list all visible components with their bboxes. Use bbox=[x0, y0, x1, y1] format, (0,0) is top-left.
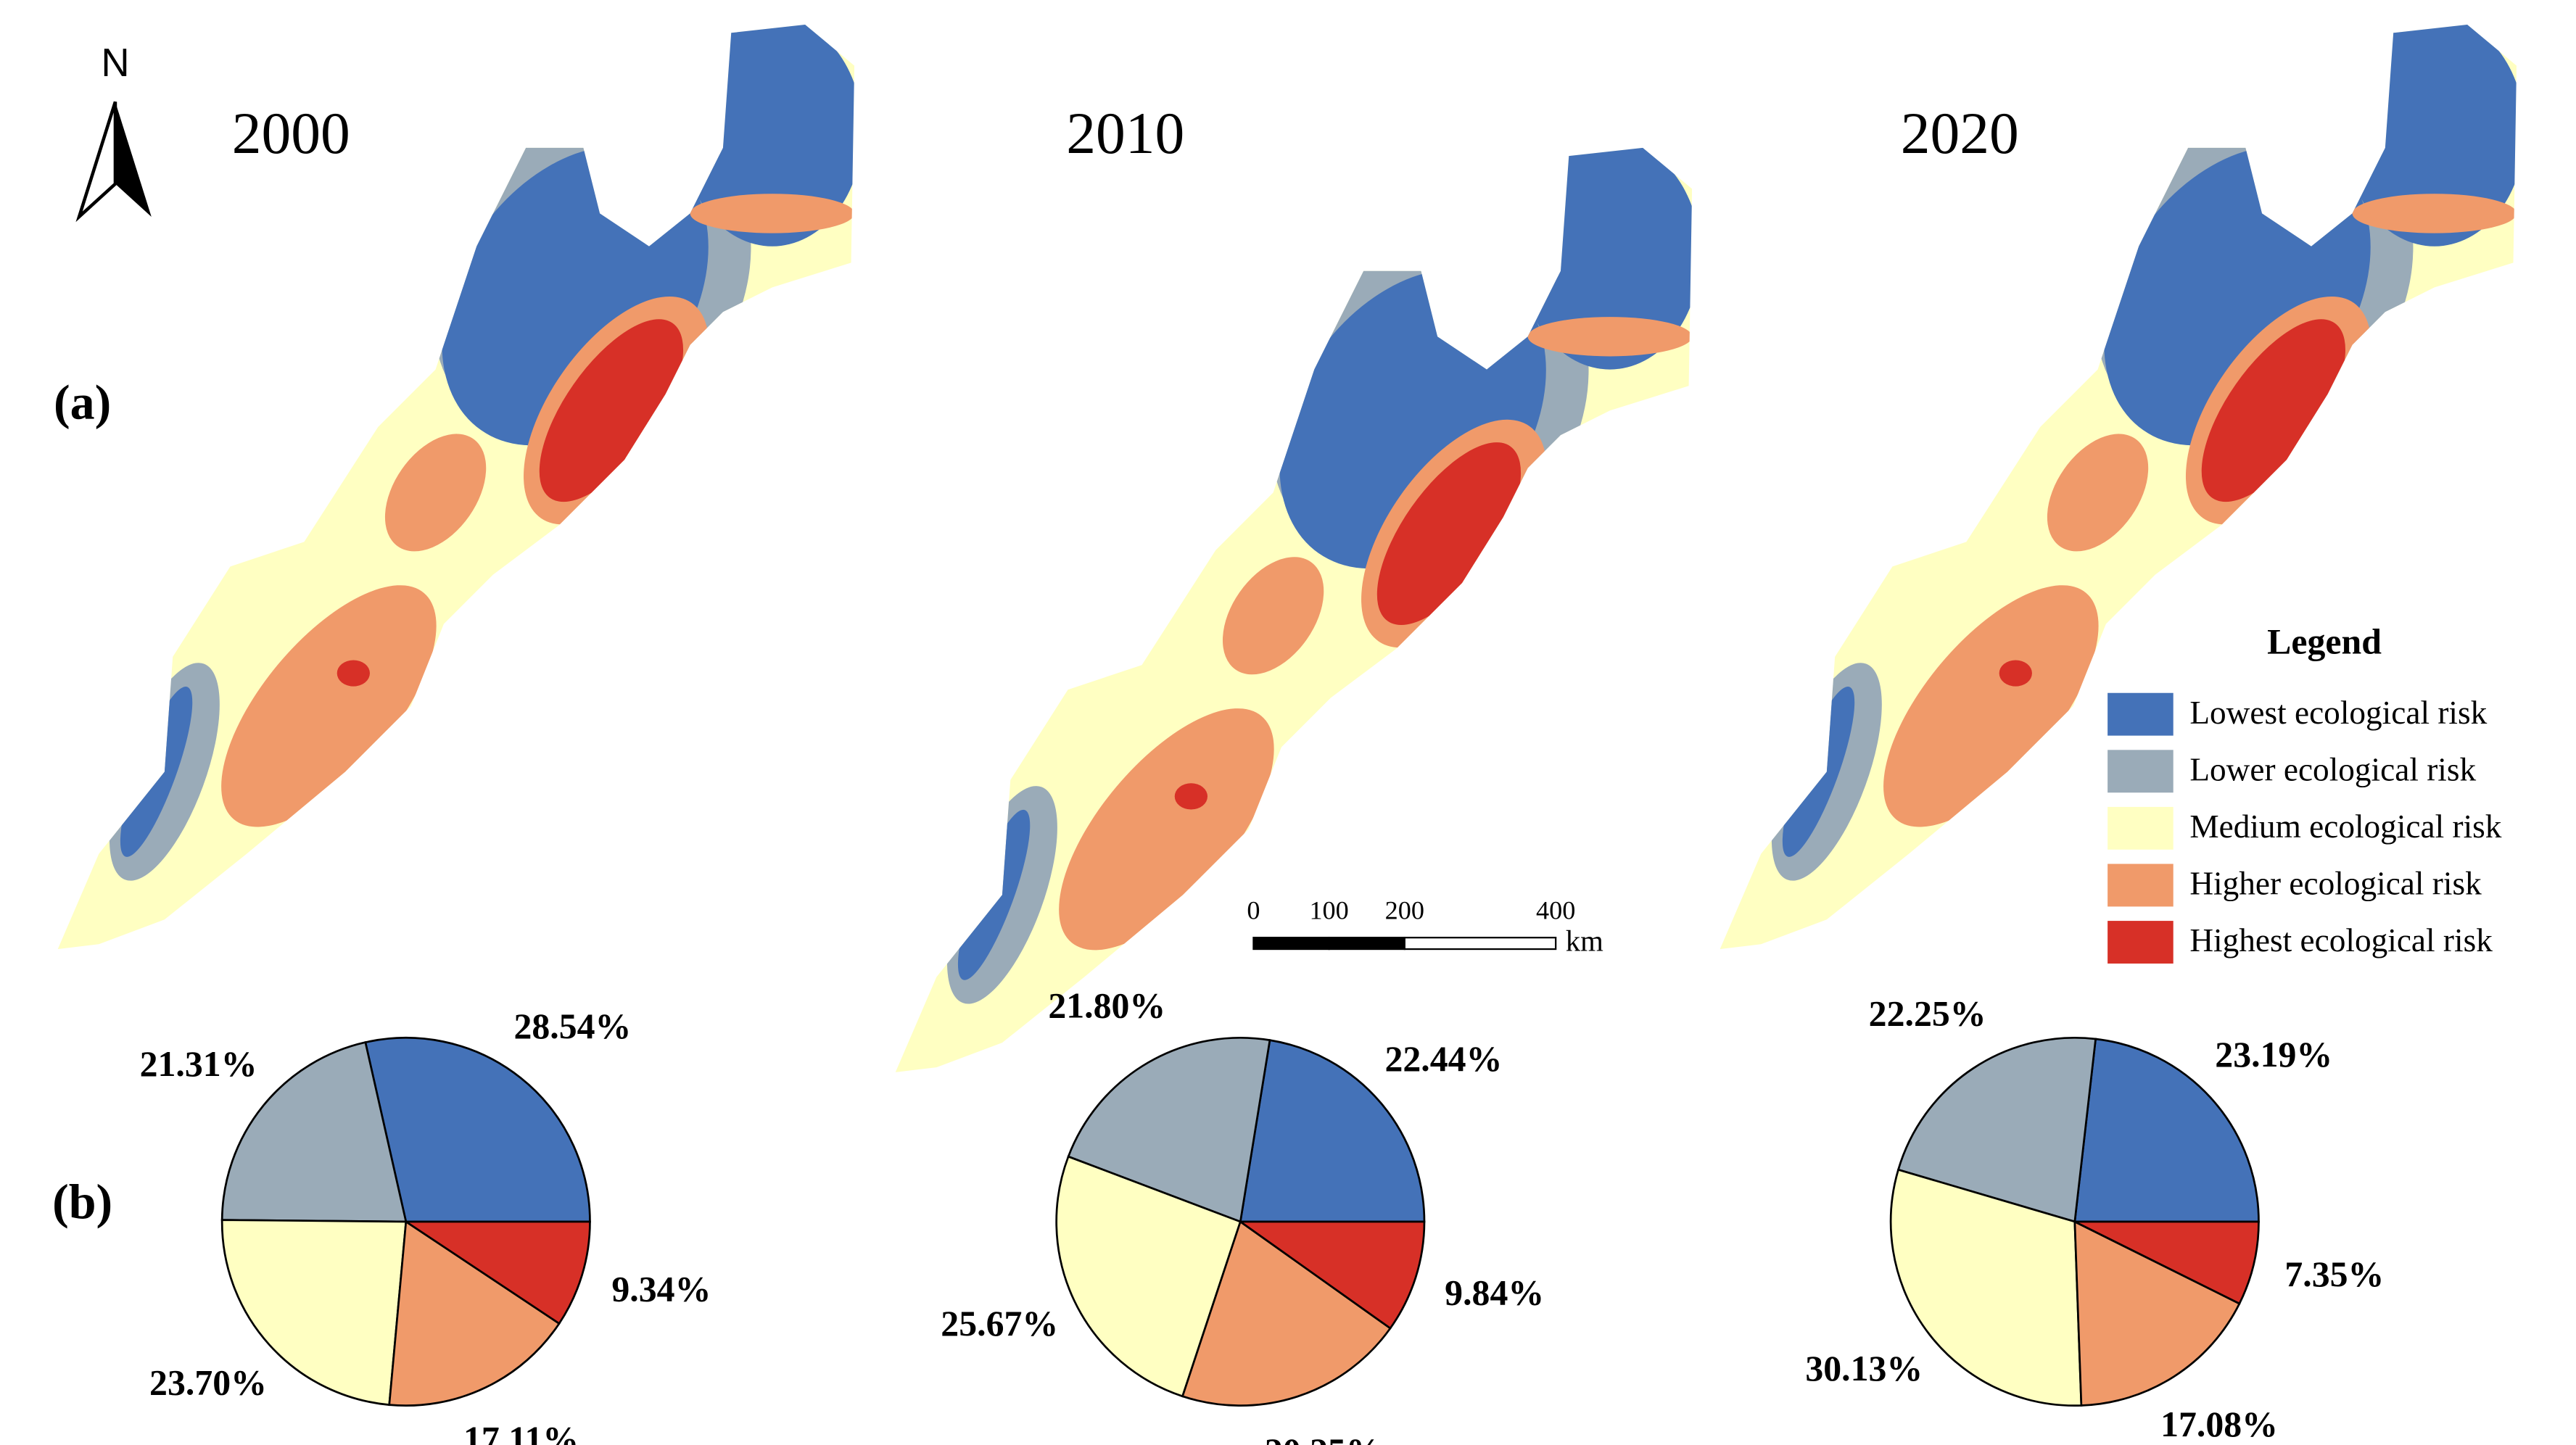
pie-slice bbox=[364, 1037, 591, 1223]
legend-swatch bbox=[2108, 750, 2174, 793]
legend-swatch bbox=[2108, 921, 2174, 964]
pie-value-label: 9.34% bbox=[611, 1269, 711, 1309]
legend-title: Legend bbox=[2267, 621, 2382, 661]
pie-value-label: 17.11% bbox=[463, 1420, 579, 1445]
scale-label: 400 bbox=[1536, 896, 1575, 925]
scale-segment bbox=[1252, 937, 1330, 951]
north-arrow bbox=[115, 102, 152, 217]
legend-label: Medium ecological risk bbox=[2189, 808, 2501, 845]
legend-swatch bbox=[2108, 692, 2174, 736]
pie-value-label: 22.44% bbox=[1385, 1039, 1503, 1079]
scale-unit: km bbox=[1566, 925, 1603, 958]
pie-slice bbox=[220, 1040, 408, 1223]
pie-value-label: 7.35% bbox=[2284, 1254, 2384, 1294]
panel-label: (b) bbox=[52, 1174, 112, 1229]
pie-value-label: 9.84% bbox=[1445, 1272, 1544, 1312]
pie-value-label: 30.13% bbox=[1805, 1349, 1923, 1388]
pie-slice bbox=[1896, 1036, 2097, 1223]
scale-label: 200 bbox=[1385, 896, 1424, 925]
pie-value-label: 28.54% bbox=[513, 1006, 631, 1046]
pie-slice bbox=[388, 1220, 561, 1407]
scale-label: 100 bbox=[1309, 896, 1348, 925]
legend-label: Highest ecological risk bbox=[2189, 922, 2493, 958]
map-year: 2010 bbox=[1066, 100, 1184, 166]
legend-label: Higher ecological risk bbox=[2189, 866, 2482, 902]
scale-segment bbox=[1403, 937, 1557, 951]
legend-swatch bbox=[2108, 864, 2174, 907]
map-2000 bbox=[0, 0, 920, 985]
north-arrow bbox=[75, 101, 117, 223]
pie-slice bbox=[1237, 1220, 1426, 1330]
pie-value-label: 23.70% bbox=[149, 1362, 267, 1402]
pie-value-label: 17.08% bbox=[2160, 1404, 2278, 1444]
legend-label: Lower ecological risk bbox=[2189, 751, 2476, 787]
pie-value-label: 21.80% bbox=[1048, 985, 1165, 1025]
pie-value-label: 21.31% bbox=[140, 1044, 257, 1084]
pie-slice bbox=[2073, 1038, 2260, 1223]
scale-segment bbox=[1328, 937, 1405, 951]
map-year: 2020 bbox=[1901, 100, 2019, 166]
pie-slice bbox=[1239, 1039, 1426, 1223]
legend-swatch bbox=[2108, 806, 2174, 850]
pie-value-label: 22.25% bbox=[1869, 993, 1986, 1033]
north-label: N bbox=[101, 41, 129, 85]
pie-slice bbox=[1067, 1036, 1271, 1223]
pie-slice bbox=[1889, 1168, 2083, 1407]
pie-slice bbox=[1055, 1155, 1242, 1398]
pie-slice bbox=[2074, 1220, 2260, 1305]
map-2010 bbox=[838, 123, 1757, 1109]
pie-slice bbox=[1181, 1220, 1392, 1407]
map-year: 2000 bbox=[232, 100, 350, 166]
pies: 200028.54%21.31%23.70%17.11%9.34%201022.… bbox=[140, 100, 2385, 1445]
legend-label: Lowest ecological risk bbox=[2189, 695, 2487, 731]
pie-value-label: 23.19% bbox=[2215, 1035, 2332, 1075]
scale-label: 0 bbox=[1247, 896, 1260, 925]
legend: Lowest ecological risk Lower ecological r… bbox=[2108, 692, 2502, 964]
panel-label: (a) bbox=[54, 374, 111, 429]
pie-slice bbox=[220, 1219, 408, 1407]
pie-slice bbox=[402, 1220, 591, 1325]
pie-value-label: 25.67% bbox=[941, 1304, 1058, 1343]
pie-value-label: 20.25% bbox=[1265, 1431, 1382, 1445]
pie-slice bbox=[2073, 1220, 2241, 1407]
